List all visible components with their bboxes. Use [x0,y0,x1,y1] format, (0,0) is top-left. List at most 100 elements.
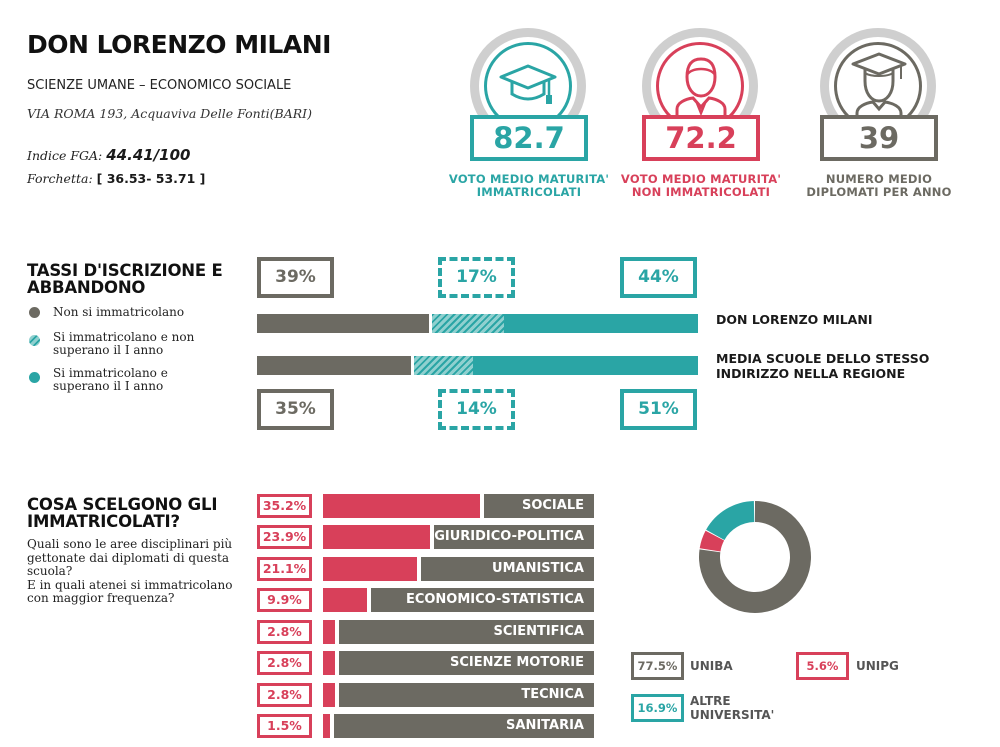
bar-segment-drop [428,314,504,333]
subject-pct: 9.9% [257,588,312,612]
caption-line: DIPLOMATI PER ANNO [806,185,952,199]
donut-slice-uniba [699,501,811,613]
school-bar-label: DON LORENZO MILANI [716,312,873,327]
caption-line: IMMATRICOLATI [476,185,582,199]
subject-row: 1.5% SANITARIA [257,714,597,738]
subject-bar [323,525,430,549]
subject-pct: 1.5% [257,714,312,738]
subject-name: SCIENZE MOTORIE [339,651,594,675]
uni-altre-label: ALTRE UNIVERSITA' [690,694,774,722]
region-pass-pct: 51% [620,389,697,430]
subject-row: 23.9% GIURIDICO-POLITICA [257,525,597,549]
legend-pass-dot [29,372,40,383]
fga-value: 44.41/100 [106,146,191,164]
subject-bar [323,557,418,581]
legend-line: superano il I anno [53,379,164,393]
uni-unipg-pct: 5.6% [796,652,849,680]
donut-slice-unipg [699,530,725,552]
legend-line: superano il I anno [53,343,164,357]
subject-name: ECONOMICO-STATISTICA [371,588,594,612]
subject-bar [323,620,336,644]
caption-line: NUMERO MEDIO [825,172,933,186]
legend-drop-dot [29,335,40,346]
school-bar [257,314,698,333]
bar-segment-drop [411,356,474,375]
description-line: E in quali atenei si immatricolano [27,577,233,592]
subject-pct: 2.8% [257,651,312,675]
school-name: DON LORENZO MILANI [27,30,331,59]
uni-uniba-label: UNIBA [690,659,733,673]
subject-name: TECNICA [339,683,594,707]
bar-segment-non [257,314,429,333]
metric-immatricolati-caption: VOTO MEDIO MATURITA' IMMATRICOLATI [434,173,624,199]
legend-non-label: Non si immatricolano [53,306,184,319]
legend-line: Non si immatricolano [53,305,185,319]
person-icon [675,57,727,119]
subject-pct: 2.8% [257,683,312,707]
caption-line: VOTO MEDIO MATURITA' [448,172,610,186]
title-line: ABBANDONO [27,278,146,297]
forchetta-value: [ 36.53- 53.71 ] [96,171,206,186]
subject-row: 21.1% UMANISTICA [257,557,597,581]
fga-label: Indice FGA: [27,148,103,163]
subject-bar [323,651,336,675]
title-line: TASSI D'ISCRIZIONE E [27,261,223,280]
uni-altre-pct: 16.9% [631,694,684,722]
subject-bar [323,714,330,738]
legend-non-dot [29,307,40,318]
subject-row: 2.8% TECNICA [257,683,597,707]
subject-pct: 23.9% [257,525,312,549]
bar-segment-pass [473,356,698,375]
subject-row: 9.9% ECONOMICO-STATISTICA [257,588,597,612]
metric-immatricolati-value: 82.7 [470,115,588,161]
metric-non-immatricolati-caption: VOTO MEDIO MATURITA' NON IMMATRICOLATI [606,173,796,199]
bar-segment-non [257,356,412,375]
scelte-description: Quali sono le aree disciplinari più gett… [27,537,233,606]
label-line: MEDIA SCUOLE DELLO STESSO [716,351,930,366]
subject-name: SOCIALE [484,494,594,518]
school-address: VIA ROMA 193, Acquaviva Delle Fonti(BARI… [27,106,312,121]
forchetta: Forchetta: [ 36.53- 53.71 ] [27,171,205,186]
region-bar-label: MEDIA SCUOLE DELLO STESSO INDIRIZZO NELL… [716,351,929,381]
legend-line: Si immatricolano e [53,366,168,380]
description-line: gettonate dai diplomati di questa [27,550,230,565]
metric-non-immatricolati-value: 72.2 [642,115,760,161]
subject-pct: 35.2% [257,494,312,518]
school-pass-pct: 44% [620,257,697,298]
donut-slice-altre [706,501,755,540]
region-non-pct: 35% [257,389,334,430]
scelte-title: COSA SCELGONO GLI IMMATRICOLATI? [27,496,217,530]
subject-bar [323,588,368,612]
subject-row: 35.2% SOCIALE [257,494,597,518]
metric-diplomati-value: 39 [820,115,938,161]
description-line: con maggior frequenza? [27,591,175,605]
region-bar [257,356,698,375]
school-type: SCIENZE UMANE – ECONOMICO SOCIALE [27,78,292,93]
subject-name: SCIENTIFICA [339,620,594,644]
title-line: COSA SCELGONO GLI [27,495,218,514]
subject-pct: 21.1% [257,557,312,581]
school-drop-pct: 17% [438,257,515,298]
graduate-person-icon [851,52,907,119]
description-line: Quali sono le aree disciplinari più [27,537,233,551]
label-line: INDIRIZZO NELLA REGIONE [716,366,906,381]
subject-bar [323,683,336,707]
subject-pct: 2.8% [257,620,312,644]
label-line: UNIVERSITA' [690,708,775,722]
school-non-pct: 39% [257,257,334,298]
uni-uniba-pct: 77.5% [631,652,684,680]
graduation-cap-icon [499,64,557,104]
legend-drop-label: Si immatricolano e non superano il I ann… [53,331,194,357]
legend-pass-label: Si immatricolano e superano il I anno [53,367,168,393]
tassi-title: TASSI D'ISCRIZIONE E ABBANDONO [27,262,223,296]
label-line: ALTRE [690,694,731,708]
caption-line: NON IMMATRICOLATI [631,185,771,199]
region-drop-pct: 14% [438,389,515,430]
legend-line: Si immatricolano e non [53,330,195,344]
bar-segment-pass [503,314,698,333]
caption-line: VOTO MEDIO MATURITA' [620,172,782,186]
subject-row: 2.8% SCIENZE MOTORIE [257,651,597,675]
forchetta-label: Forchetta: [27,171,93,186]
title-line: IMMATRICOLATI? [27,512,180,531]
subject-row: 2.8% SCIENTIFICA [257,620,597,644]
